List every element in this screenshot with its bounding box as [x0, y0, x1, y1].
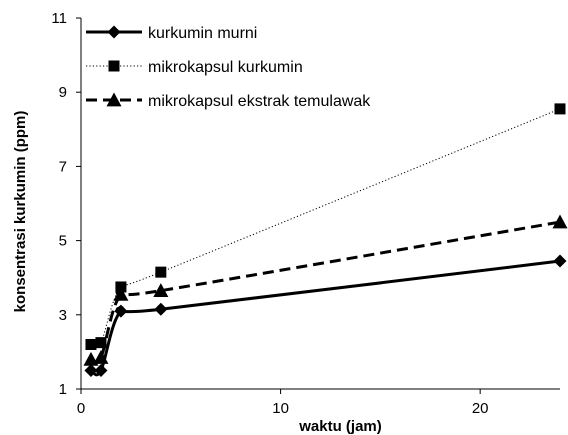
x-axis-ticks: 0 10 20	[77, 389, 489, 417]
legend-label-0: kurkumin murni	[148, 25, 257, 42]
x-axis-title: waktu (jam)	[298, 418, 382, 435]
data-point-1-0	[85, 339, 96, 350]
x-tick-label: 0	[77, 400, 85, 417]
legend-label-1: mikrokapsul kurkumin	[148, 59, 303, 76]
data-point-1-3	[155, 267, 166, 278]
y-axis-ticks: 1 3 5 7 9 11	[51, 10, 81, 398]
series-markers	[83, 103, 567, 377]
y-tick-label: 9	[59, 84, 67, 101]
y-tick-label: 7	[59, 158, 67, 175]
y-tick-label: 3	[59, 307, 67, 324]
y-tick-label: 11	[51, 10, 67, 27]
legend-label-2: mikrokapsul ekstrak temulawak	[148, 93, 371, 110]
x-tick-label: 20	[472, 400, 489, 417]
data-point-1-4	[555, 103, 566, 114]
x-tick-label: 10	[272, 400, 289, 417]
legend-marker-0	[108, 26, 121, 39]
plot-area	[83, 103, 567, 377]
data-point-0-4	[554, 255, 567, 268]
axes: 0 10 20 1 3 5 7 9 11	[51, 10, 560, 417]
data-point-0-3	[154, 303, 167, 316]
series-lines	[91, 109, 560, 375]
series-line-0	[91, 261, 560, 375]
y-axis-title: konsentrasi kurkumin (ppm)	[12, 111, 29, 313]
y-tick-label: 5	[59, 233, 67, 250]
data-point-1-1	[95, 337, 106, 348]
y-tick-label: 1	[59, 381, 67, 398]
legend: kurkumin murni mikrokapsul kurkumin mikrok…	[86, 25, 371, 110]
legend-marker-1	[109, 61, 120, 72]
